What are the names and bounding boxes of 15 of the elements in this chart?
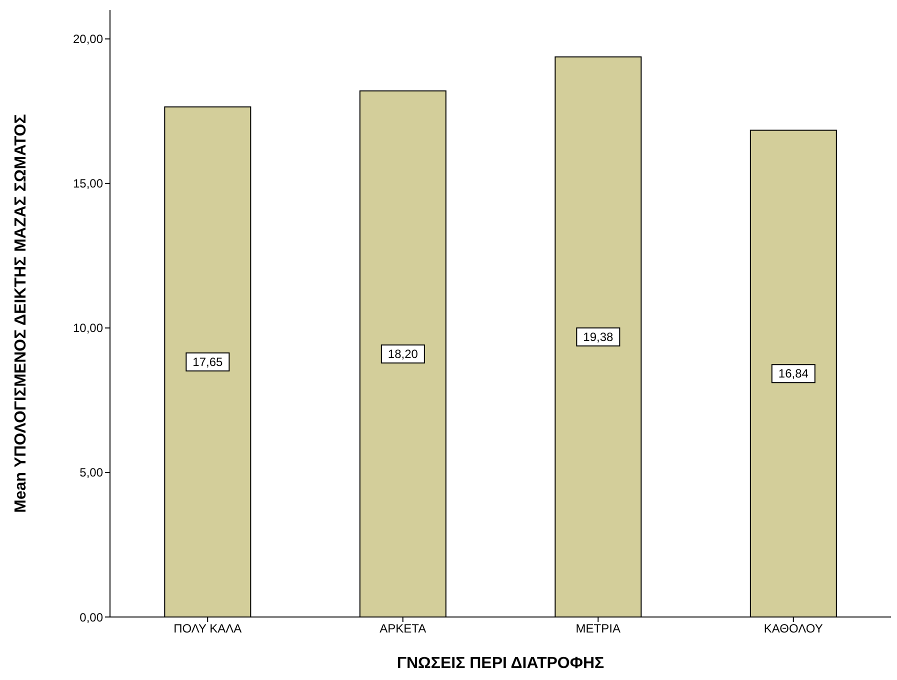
data-label: 17,65 — [192, 354, 224, 369]
y-tick-label: 5,00 — [80, 466, 104, 480]
x-tick-label: ΜΕΤΡΙΑ — [576, 622, 620, 636]
y-tick-label: 10,00 — [72, 321, 104, 336]
y-tick-label: 20,00 — [72, 32, 104, 46]
x-axis-title: ΓΝΩΣΕΙΣ ΠΕΡΙ ΔΙΑΤΡΟΦΗΣ — [396, 655, 605, 672]
x-tick-label: ΚΑΘΟΛΟΥ — [764, 622, 823, 636]
data-label: 19,38 — [583, 330, 614, 344]
data-label: 18,20 — [388, 346, 418, 361]
y-tick-label: 0,00 — [80, 610, 104, 624]
y-tick-label: 15,00 — [72, 176, 104, 191]
y-axis-title: Mean ΥΠΟΛΟΓΙΣΜΕΝΟΣ ΔΕΙΚΤΗΣ ΜΑΖΑΣ ΣΩΜΑΤΟΣ — [12, 114, 30, 513]
x-tick-label: ΠΟΛΥ ΚΑΛΑ — [174, 622, 242, 636]
data-label: 16,84 — [778, 366, 809, 381]
x-tick-label: ΑΡΚΕΤΑ — [380, 622, 426, 636]
